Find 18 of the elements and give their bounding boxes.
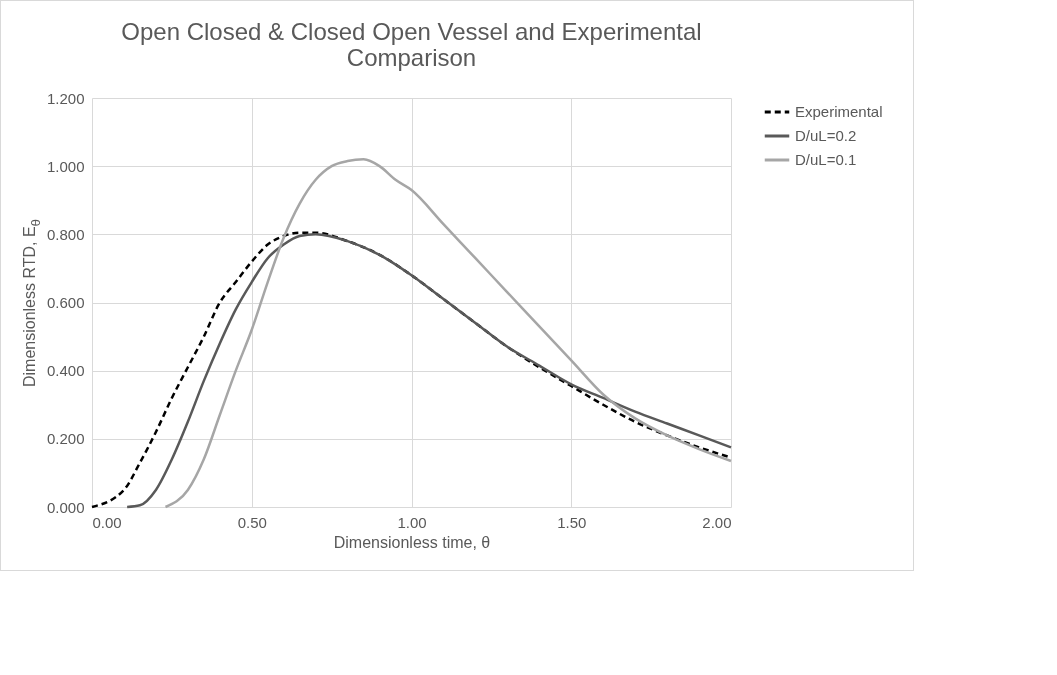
x-tick-label: 2.00 bbox=[702, 513, 732, 531]
legend-label: D/uL=0.2 bbox=[795, 127, 857, 144]
x-tick-label: 1.00 bbox=[397, 513, 427, 531]
x-tick-label: 0.00 bbox=[92, 513, 122, 531]
y-tick-label: 0.800 bbox=[46, 225, 85, 243]
x-axis-title: Dimensionless time, θ bbox=[333, 533, 491, 551]
y-tick-label: 0.200 bbox=[46, 430, 85, 448]
y-tick-label: 1.000 bbox=[46, 157, 85, 175]
x-tick-label: 1.50 bbox=[557, 513, 587, 531]
y-tick-label: 0.000 bbox=[46, 498, 85, 516]
legend-label: Experimental bbox=[795, 103, 883, 120]
line-series bbox=[164, 158, 733, 509]
x-tick-label: 0.50 bbox=[237, 513, 267, 531]
chart-title: Open Closed & Closed Open Vessel and Experimental Comparison bbox=[121, 18, 702, 71]
y-tick-label: 0.600 bbox=[46, 294, 85, 311]
legend-label: D/uL=0.1 bbox=[795, 151, 857, 168]
y-tick-label: 1.200 bbox=[46, 89, 85, 107]
y-tick-label: 0.400 bbox=[46, 362, 85, 380]
